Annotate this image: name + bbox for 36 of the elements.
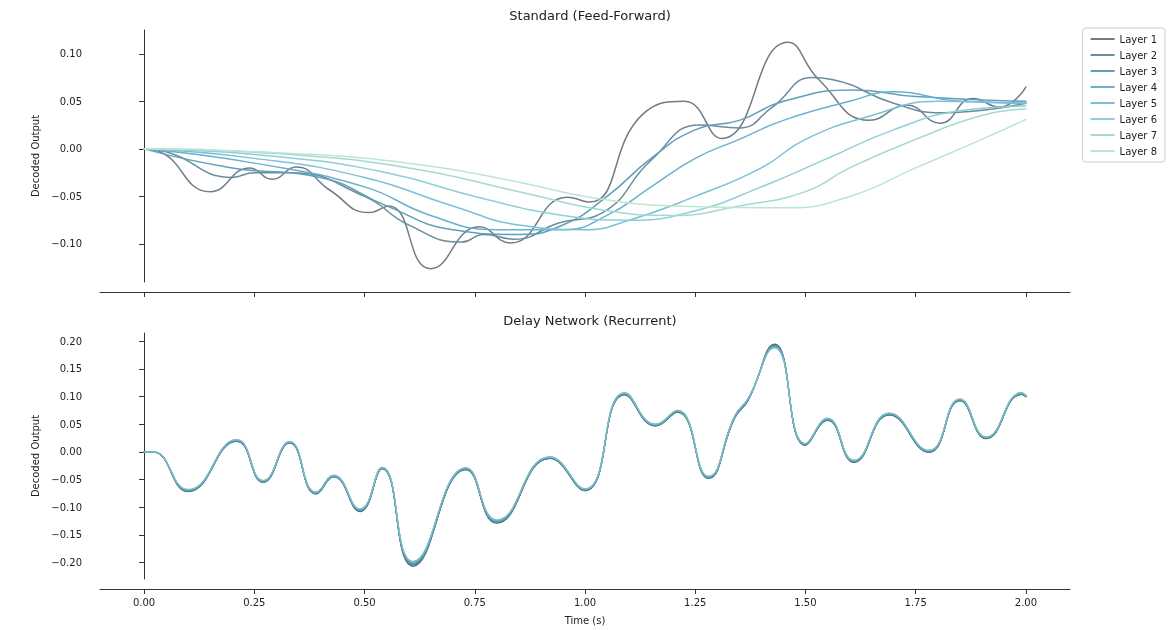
legend-label: Layer 2 — [1119, 49, 1157, 61]
x-tick-label: 1.50 — [794, 596, 817, 608]
x-tick-label: 1.75 — [904, 596, 927, 608]
x-tick-label: 1.00 — [573, 596, 597, 608]
y-tick-label: 0.10 — [59, 48, 82, 60]
legend-label: Layer 3 — [1119, 65, 1157, 77]
x-tick-label: 0.75 — [463, 596, 486, 608]
legend-label: Layer 5 — [1119, 97, 1157, 109]
y-tick-label: −0.10 — [51, 238, 82, 250]
x-tick-label: 2.00 — [1014, 596, 1038, 608]
y-tick-label: 0.20 — [59, 335, 82, 347]
chart-title: Delay Network (Recurrent) — [503, 313, 677, 328]
y-tick-label: 0.05 — [59, 418, 82, 430]
x-tick-label: 1.25 — [684, 596, 707, 608]
x-tick-label: 0.25 — [243, 596, 266, 608]
legend-label: Layer 6 — [1119, 113, 1157, 125]
x-axis-title: Time (s) — [563, 614, 606, 626]
x-tick-label: 0.50 — [353, 596, 376, 608]
y-tick-label: 0.15 — [59, 363, 82, 375]
chart-title: Standard (Feed-Forward) — [509, 8, 671, 23]
y-tick-label: 0.10 — [59, 391, 82, 403]
y-axis-title: Decoded Output — [29, 114, 41, 198]
y-tick-label: 0.00 — [59, 446, 82, 458]
y-tick-label: −0.15 — [51, 529, 82, 541]
legend-label: Layer 4 — [1119, 81, 1157, 93]
y-tick-label: 0.00 — [59, 143, 82, 155]
x-tick-label: 0.00 — [132, 596, 156, 608]
legend-label: Layer 1 — [1119, 33, 1157, 45]
legend-label: Layer 7 — [1119, 129, 1157, 141]
legend-label: Layer 8 — [1119, 145, 1157, 157]
y-axis-title: Decoded Output — [29, 414, 41, 498]
y-tick-label: 0.05 — [59, 95, 82, 107]
y-tick-label: −0.05 — [51, 473, 82, 485]
y-tick-label: −0.05 — [51, 190, 82, 202]
y-tick-label: −0.10 — [51, 501, 82, 513]
y-tick-label: −0.20 — [51, 556, 82, 568]
